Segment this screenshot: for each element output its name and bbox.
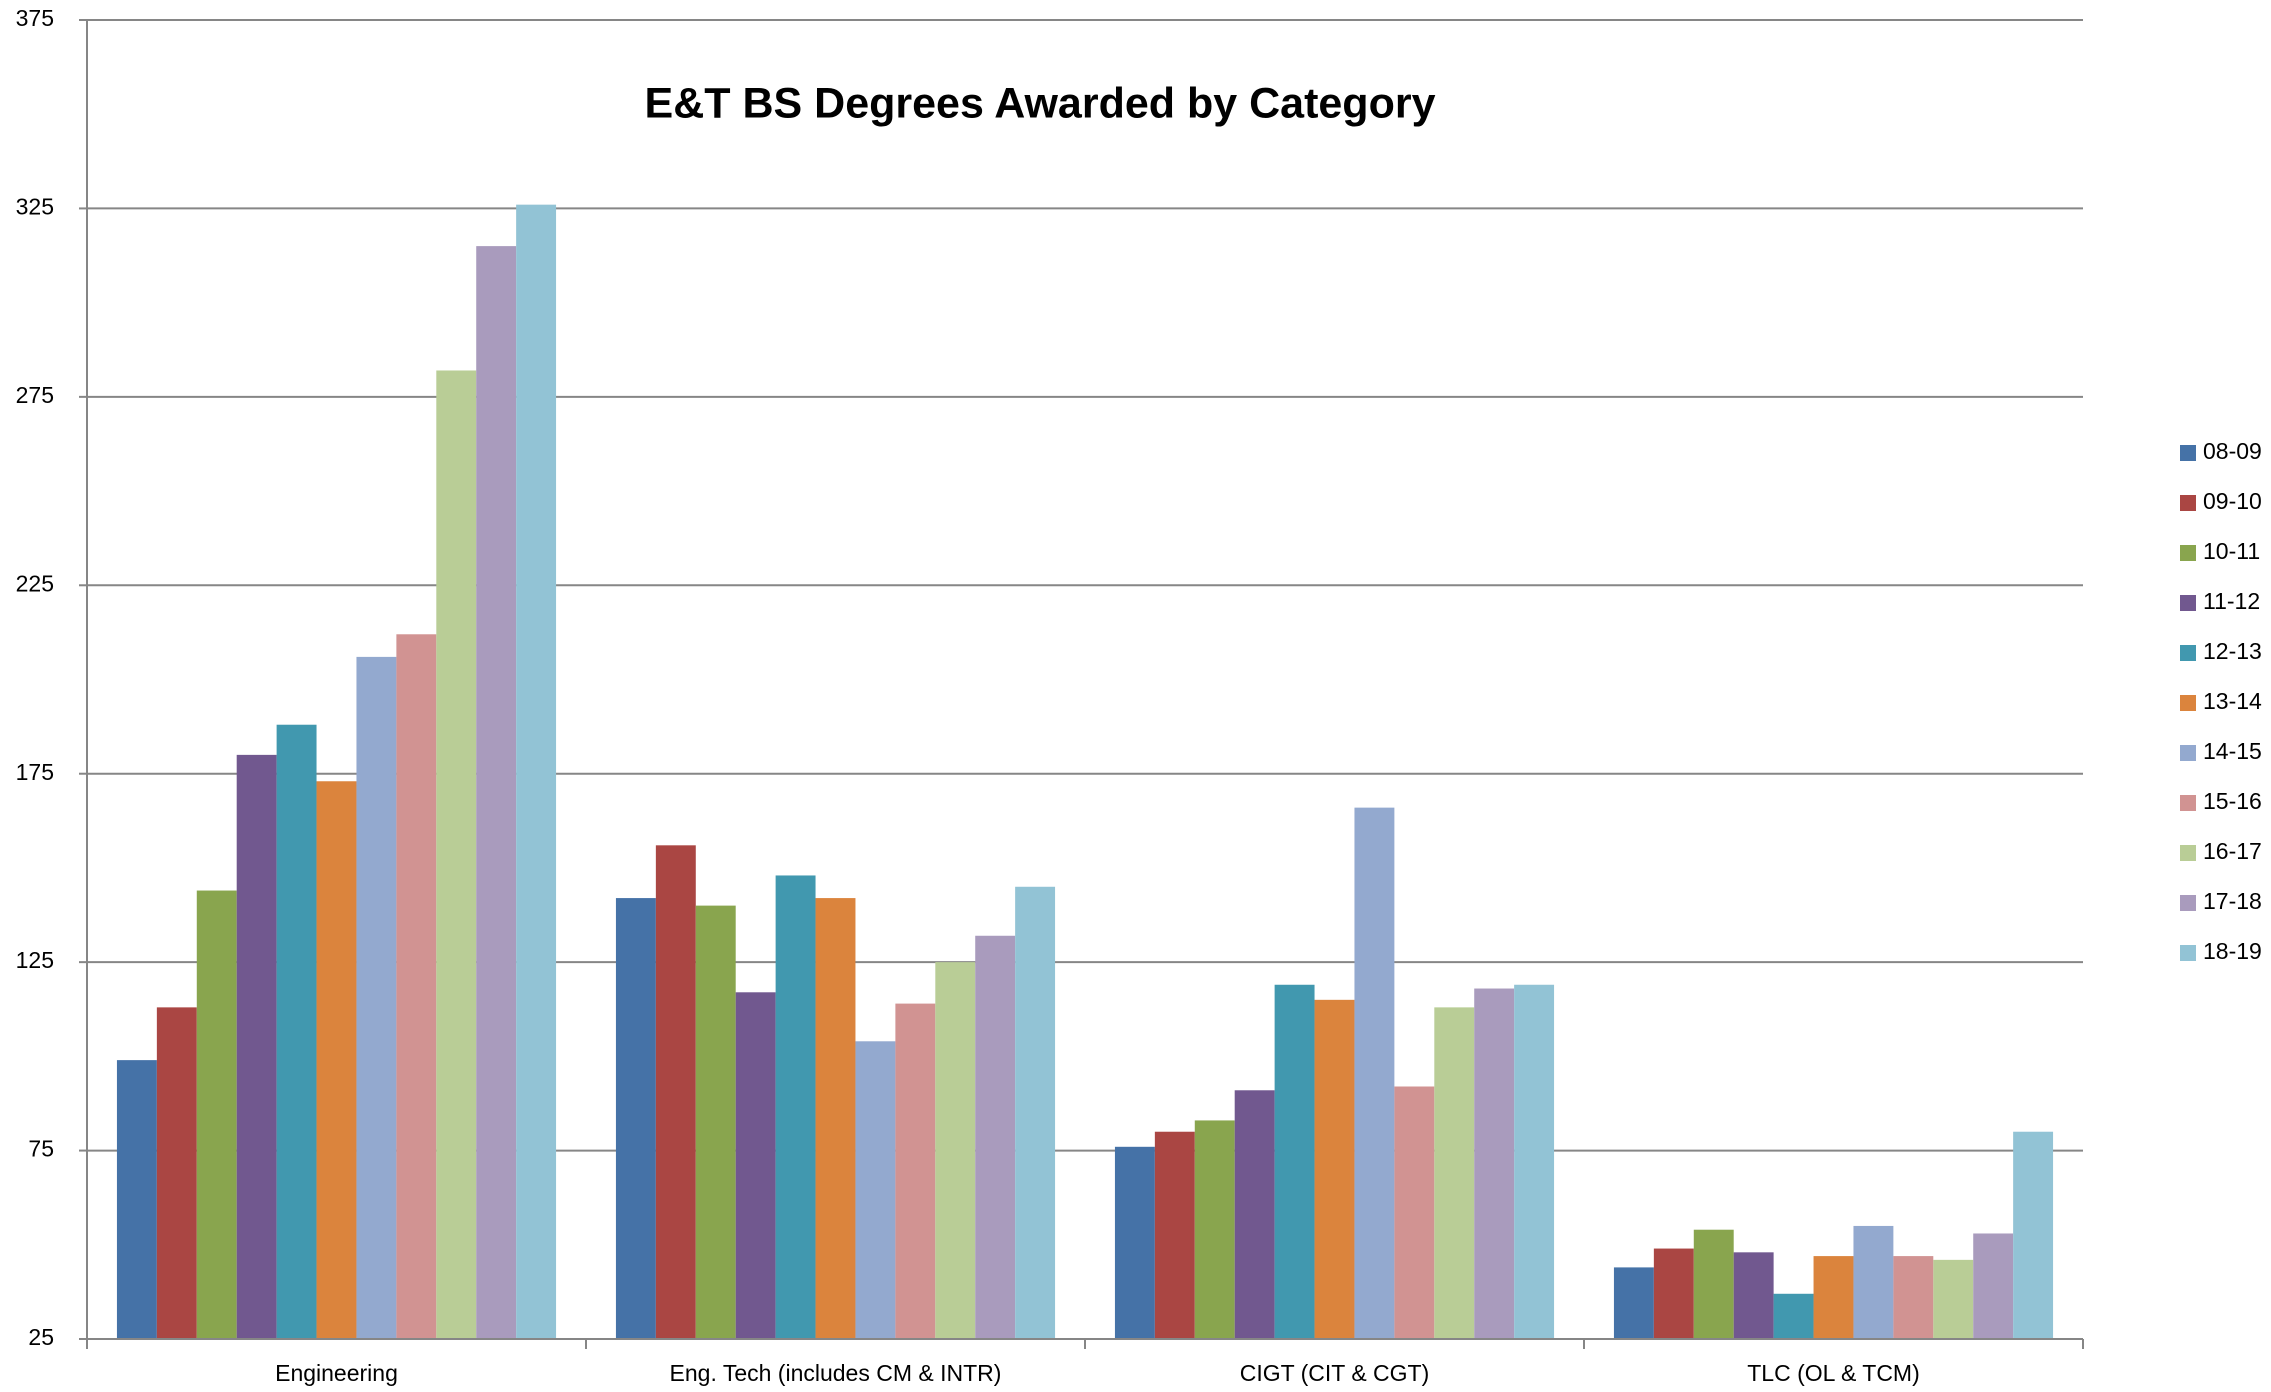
legend-swatch bbox=[2180, 545, 2196, 561]
legend-swatch bbox=[2180, 845, 2196, 861]
y-tick-label: 325 bbox=[16, 194, 54, 220]
bar bbox=[1015, 886, 1056, 1339]
y-tick-label: 125 bbox=[16, 947, 54, 973]
bar bbox=[655, 845, 696, 1339]
bar bbox=[695, 905, 736, 1339]
x-tick-label: TLC (OL & TCM) bbox=[1747, 1360, 1920, 1386]
bar bbox=[1973, 1233, 2014, 1339]
legend-label: 08-09 bbox=[2203, 438, 2262, 464]
bar bbox=[1154, 1131, 1195, 1339]
bar bbox=[775, 875, 816, 1339]
bar bbox=[116, 1060, 157, 1339]
bar bbox=[1893, 1256, 1934, 1339]
bar bbox=[615, 898, 656, 1339]
bar bbox=[436, 370, 477, 1339]
bar bbox=[356, 656, 397, 1339]
bar bbox=[276, 724, 317, 1339]
y-tick-label: 75 bbox=[28, 1136, 54, 1162]
bar bbox=[1234, 1090, 1275, 1339]
bar bbox=[396, 634, 437, 1339]
bar bbox=[975, 935, 1016, 1339]
bar bbox=[1653, 1248, 1694, 1339]
legend-swatch bbox=[2180, 595, 2196, 611]
bar bbox=[1613, 1267, 1654, 1339]
legend-swatch bbox=[2180, 445, 2196, 461]
bar bbox=[1933, 1259, 1974, 1339]
legend-swatch bbox=[2180, 795, 2196, 811]
y-tick-label: 175 bbox=[16, 759, 54, 785]
bar bbox=[815, 898, 856, 1339]
bar bbox=[1394, 1086, 1435, 1339]
bar bbox=[1354, 807, 1395, 1339]
bar bbox=[2013, 1131, 2054, 1339]
legend-label: 14-15 bbox=[2203, 738, 2262, 764]
legend-label: 16-17 bbox=[2203, 838, 2262, 864]
bar bbox=[895, 1003, 936, 1339]
legend-label: 18-19 bbox=[2203, 938, 2262, 964]
bar bbox=[1853, 1225, 1894, 1339]
y-tick-label: 25 bbox=[28, 1324, 54, 1350]
chart-title: E&T BS Degrees Awarded by Category bbox=[645, 79, 1436, 127]
y-tick-label: 375 bbox=[16, 5, 54, 31]
legend-label: 11-12 bbox=[2203, 588, 2260, 614]
bar bbox=[935, 962, 976, 1339]
legend-label: 17-18 bbox=[2203, 888, 2262, 914]
legend-label: 09-10 bbox=[2203, 488, 2262, 514]
x-tick-label: Engineering bbox=[275, 1360, 398, 1386]
bar bbox=[196, 890, 237, 1339]
legend-swatch bbox=[2180, 695, 2196, 711]
bar bbox=[236, 754, 277, 1339]
bar bbox=[476, 246, 517, 1340]
bar bbox=[1314, 999, 1355, 1339]
bar bbox=[1693, 1229, 1734, 1339]
bar bbox=[1474, 988, 1515, 1339]
legend-label: 15-16 bbox=[2203, 788, 2262, 814]
legend-swatch bbox=[2180, 945, 2196, 961]
bar bbox=[855, 1041, 896, 1339]
legend-swatch bbox=[2180, 895, 2196, 911]
bar bbox=[1194, 1120, 1235, 1339]
bar bbox=[316, 781, 357, 1339]
legend-swatch bbox=[2180, 495, 2196, 511]
legend-swatch bbox=[2180, 745, 2196, 761]
bar bbox=[1434, 1007, 1475, 1339]
bar bbox=[516, 204, 557, 1339]
x-tick-label: Eng. Tech (includes CM & INTR) bbox=[670, 1360, 1002, 1386]
bar bbox=[1274, 984, 1315, 1339]
bar bbox=[1813, 1256, 1854, 1339]
legend-swatch bbox=[2180, 645, 2196, 661]
y-tick-label: 275 bbox=[16, 382, 54, 408]
bar bbox=[1733, 1252, 1774, 1339]
bar bbox=[1773, 1293, 1814, 1339]
x-tick-label: CIGT (CIT & CGT) bbox=[1240, 1360, 1430, 1386]
y-tick-label: 225 bbox=[16, 570, 54, 596]
bar bbox=[156, 1007, 197, 1339]
legend-label: 13-14 bbox=[2203, 688, 2262, 714]
legend-label: 10-11 bbox=[2203, 538, 2260, 564]
bar bbox=[1514, 984, 1555, 1339]
bar bbox=[1114, 1146, 1155, 1339]
legend-label: 12-13 bbox=[2203, 638, 2262, 664]
bar bbox=[735, 992, 776, 1339]
